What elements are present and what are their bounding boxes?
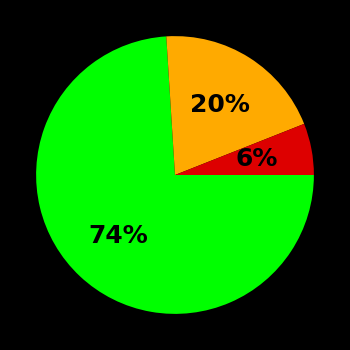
Text: 20%: 20% (190, 93, 250, 117)
Text: 74%: 74% (88, 224, 148, 248)
Wedge shape (175, 124, 314, 175)
Wedge shape (166, 36, 304, 175)
Wedge shape (36, 36, 314, 314)
Text: 6%: 6% (236, 147, 278, 172)
